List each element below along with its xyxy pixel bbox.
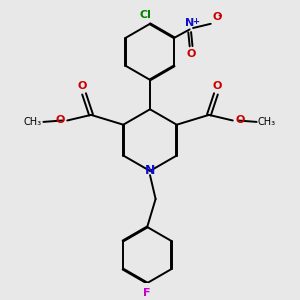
Text: O: O <box>212 12 221 22</box>
Text: -: - <box>218 11 222 21</box>
Text: O: O <box>78 81 87 91</box>
Text: N: N <box>185 18 194 28</box>
Text: O: O <box>186 49 196 59</box>
Text: Cl: Cl <box>140 10 152 20</box>
Text: F: F <box>143 288 151 298</box>
Text: O: O <box>235 116 244 125</box>
Text: O: O <box>56 116 65 125</box>
Text: O: O <box>213 81 222 91</box>
Text: N: N <box>145 164 155 177</box>
Text: CH₃: CH₃ <box>24 117 42 127</box>
Text: +: + <box>192 17 200 26</box>
Text: CH₃: CH₃ <box>258 117 276 127</box>
